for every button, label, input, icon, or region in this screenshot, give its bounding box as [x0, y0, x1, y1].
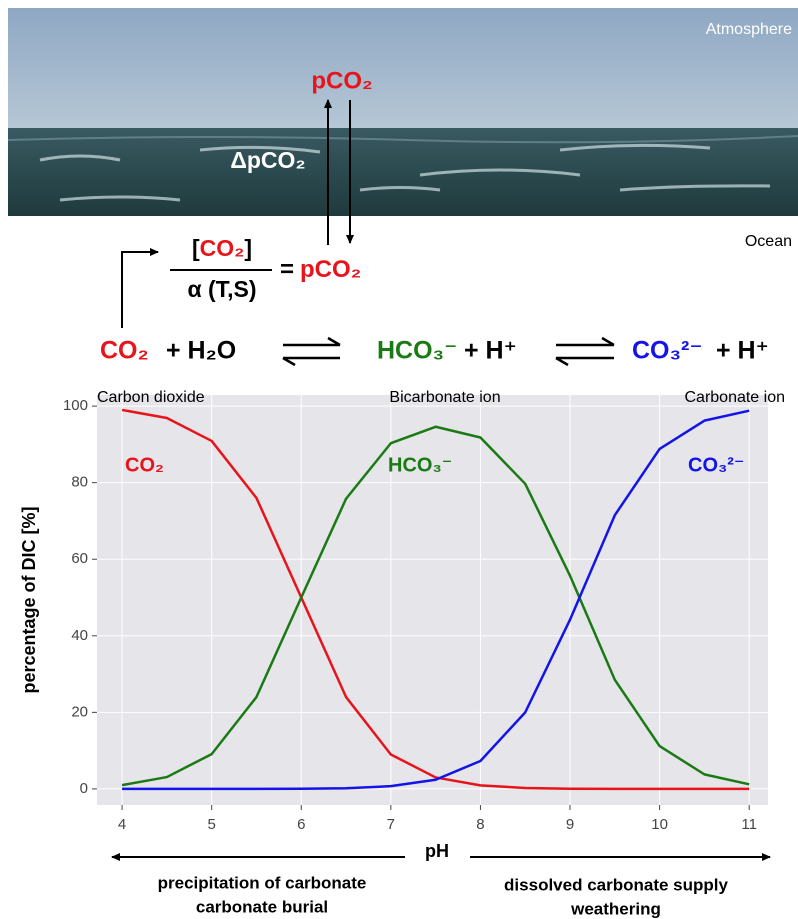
series-label: CO₃²⁻ [688, 454, 744, 476]
series-label: HCO₃⁻ [388, 454, 452, 476]
atmosphere-label: Atmosphere [706, 21, 792, 38]
pco2-ocean: pCO₂ [300, 256, 361, 283]
reaction-co3: CO₃²⁻ [632, 337, 703, 365]
species-name: Carbon dioxide [97, 389, 205, 406]
reaction-h: + H⁺ [716, 337, 769, 365]
reaction-co2: CO₂ [100, 337, 149, 365]
reaction-h2o: + H₂O [166, 337, 236, 365]
x-tick-label: 8 [476, 816, 484, 833]
note: carbonate burial [196, 897, 328, 916]
species-name: Carbonate ion [684, 389, 785, 406]
numerator: [CO₂] [192, 235, 252, 261]
ocean-label: Ocean [745, 233, 792, 250]
figure: Atmosphere Ocean pCO₂ ΔpCO₂ [CO₂] α (T,S… [0, 0, 798, 919]
reaction-h: + H⁺ [464, 337, 517, 365]
x-tick-label: 5 [207, 816, 215, 833]
denominator: α (T,S) [187, 276, 256, 302]
pco2-atmosphere: pCO₂ [311, 67, 372, 94]
x-tick-label: 9 [566, 816, 574, 833]
y-tick-label: 20 [71, 703, 88, 720]
y-tick-label: 80 [71, 474, 88, 491]
y-tick-label: 100 [63, 397, 88, 414]
x-tick-label: 6 [297, 816, 305, 833]
equilibrium-arrows [283, 338, 340, 365]
y-axis-label: percentage of DIC [%] [19, 506, 39, 693]
x-tick-label: 11 [741, 816, 757, 833]
sea-photo [8, 8, 798, 216]
equilibrium-arrows [556, 338, 614, 365]
y-tick-label: 0 [80, 780, 88, 797]
y-tick-label: 60 [71, 550, 88, 567]
bracket: ] [244, 235, 252, 261]
note: precipitation of carbonate [158, 873, 367, 892]
equals: = [280, 256, 294, 283]
y-tick-label: 40 [71, 627, 88, 644]
note: dissolved carbonate supply [504, 875, 728, 894]
x-tick-label: 7 [387, 816, 395, 833]
note: weathering [570, 899, 661, 918]
bracket-arrow [122, 252, 158, 328]
species-name: Bicarbonate ion [389, 389, 500, 406]
delta-pco2: ΔpCO₂ [230, 147, 305, 173]
equals-pco2: =pCO₂ [280, 256, 361, 283]
reaction-hco3: HCO₃⁻ [377, 337, 457, 365]
x-tick-label: 4 [118, 816, 126, 833]
co2: CO₂ [200, 235, 245, 261]
page: {"diagram": { "atmosphere": "Atmosphere"… [0, 0, 798, 919]
series-label: CO₂ [125, 454, 164, 476]
x-tick-label: 10 [651, 816, 668, 833]
x-axis-label: pH [425, 841, 449, 861]
